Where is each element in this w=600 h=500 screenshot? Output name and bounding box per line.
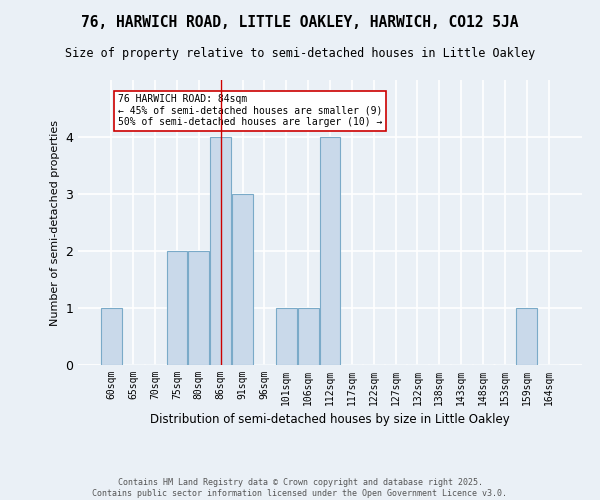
Bar [188, 251, 209, 365]
Bar [210, 137, 231, 365]
Bar [298, 308, 319, 365]
Bar [167, 251, 187, 365]
Bar [232, 194, 253, 365]
Bar [101, 308, 122, 365]
Bar [517, 308, 537, 365]
Text: Contains HM Land Registry data © Crown copyright and database right 2025.
Contai: Contains HM Land Registry data © Crown c… [92, 478, 508, 498]
Text: 76 HARWICH ROAD: 84sqm
← 45% of semi-detached houses are smaller (9)
50% of semi: 76 HARWICH ROAD: 84sqm ← 45% of semi-det… [118, 94, 382, 128]
Y-axis label: Number of semi-detached properties: Number of semi-detached properties [50, 120, 59, 326]
Text: Size of property relative to semi-detached houses in Little Oakley: Size of property relative to semi-detach… [65, 48, 535, 60]
Bar [276, 308, 296, 365]
Bar [320, 137, 340, 365]
X-axis label: Distribution of semi-detached houses by size in Little Oakley: Distribution of semi-detached houses by … [150, 414, 510, 426]
Text: 76, HARWICH ROAD, LITTLE OAKLEY, HARWICH, CO12 5JA: 76, HARWICH ROAD, LITTLE OAKLEY, HARWICH… [81, 15, 519, 30]
